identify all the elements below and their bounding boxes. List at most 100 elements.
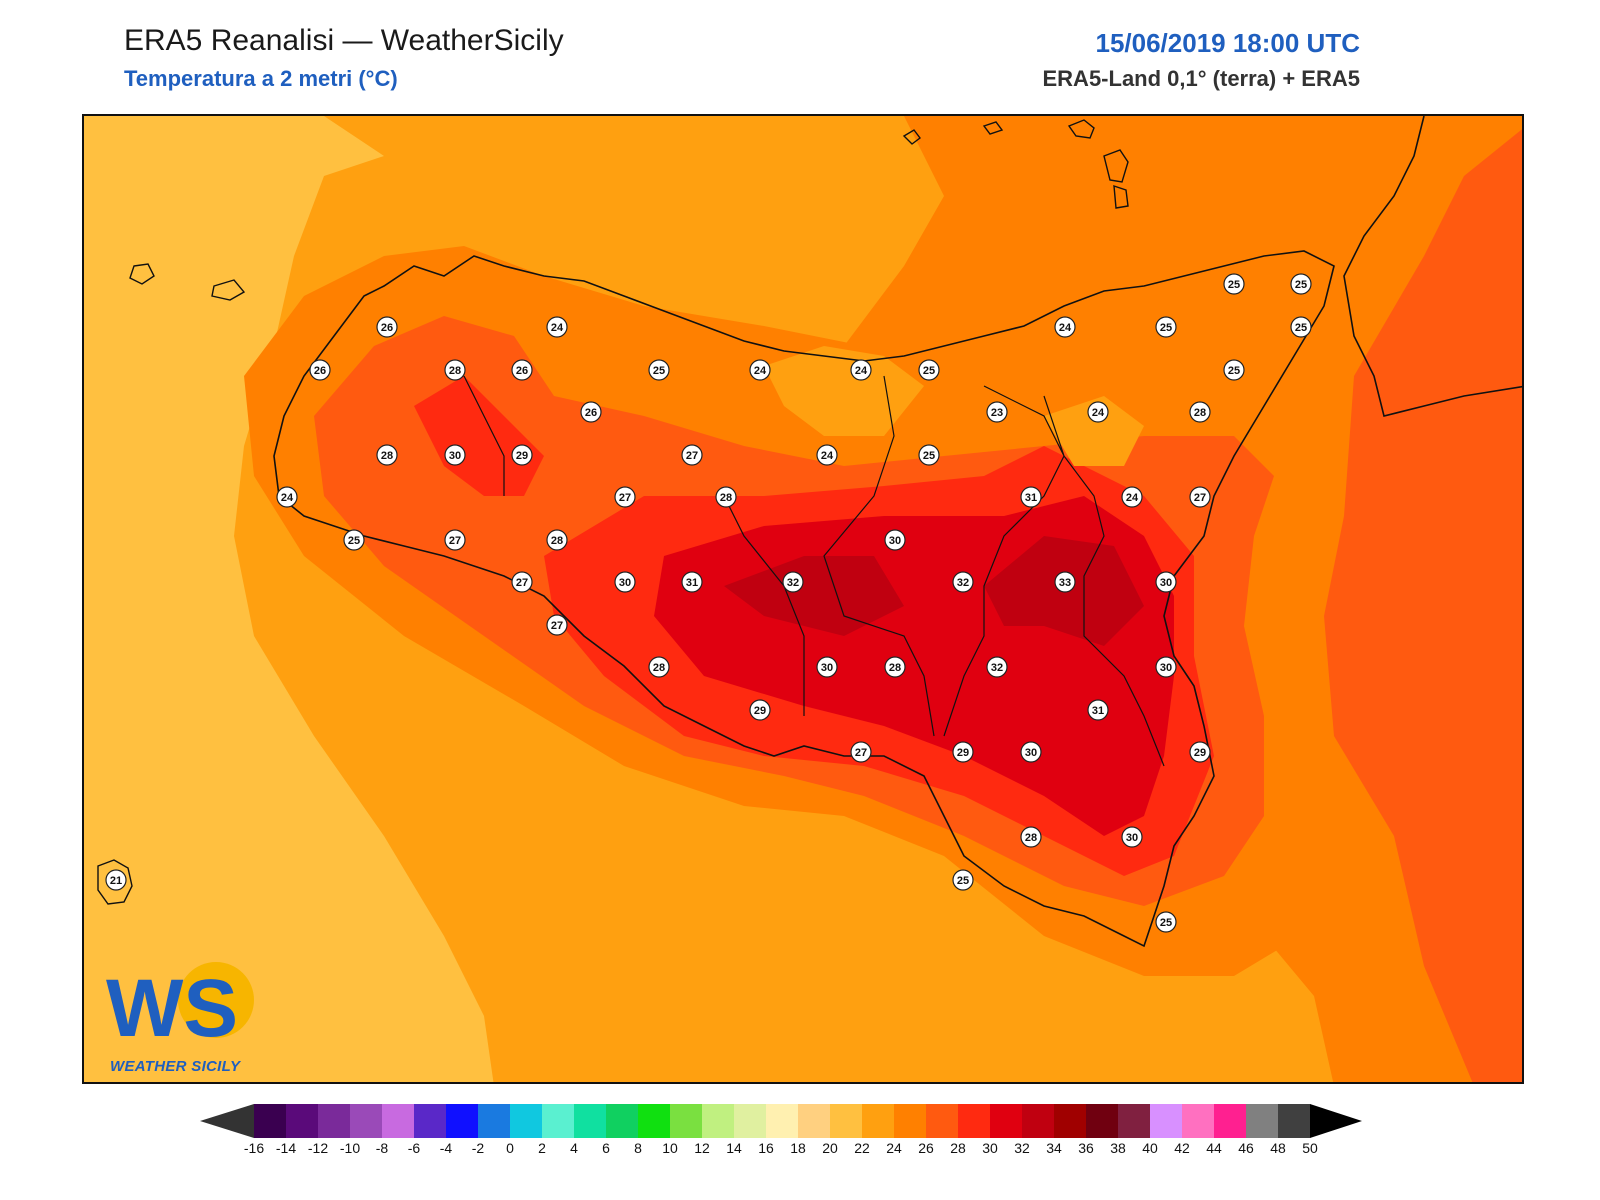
colorbar-segment — [254, 1104, 287, 1138]
station-marker — [1087, 401, 1109, 423]
station-value: 27 — [855, 747, 867, 759]
colorbar-segment — [766, 1104, 799, 1138]
station-value: 24 — [855, 365, 868, 377]
colorbar-segment — [478, 1104, 511, 1138]
station-marker — [715, 486, 737, 508]
colorbar-segment — [670, 1104, 703, 1138]
colorbar-tick-label: -6 — [407, 1140, 421, 1156]
station-marker — [511, 571, 533, 593]
colorbar-tick-label: 42 — [1174, 1140, 1190, 1156]
station-marker — [511, 444, 533, 466]
station-value: 27 — [1194, 492, 1206, 504]
calabria-coastline — [1343, 116, 1522, 417]
station-value: 31 — [1025, 492, 1037, 504]
map-subtitle: Temperatura a 2 metri (°C) — [124, 66, 398, 91]
colorbar-tick-label: 44 — [1206, 1140, 1222, 1156]
station-marker — [1054, 316, 1076, 338]
field-22-24-east — [1044, 396, 1144, 466]
station-value: 26 — [314, 365, 326, 377]
colorbar-tick-label: 22 — [854, 1140, 870, 1156]
station-value: 30 — [1160, 662, 1172, 674]
station-marker — [1020, 741, 1042, 763]
colorbar-tick-label: 16 — [758, 1140, 774, 1156]
station-marker — [648, 656, 670, 678]
station-value: 30 — [449, 450, 461, 462]
station-marker — [952, 869, 974, 891]
station-marker — [309, 359, 331, 381]
station-value: 24 — [281, 492, 294, 504]
station-value: 29 — [1194, 747, 1206, 759]
colorbar-tick-label: 40 — [1142, 1140, 1158, 1156]
station-marker — [1121, 486, 1143, 508]
island-filicudi — [982, 121, 1004, 135]
station-marker — [749, 699, 771, 721]
station-value: 28 — [449, 365, 461, 377]
station-marker — [1087, 699, 1109, 721]
island-alicudi — [902, 129, 921, 145]
station-value: 24 — [821, 450, 834, 462]
station-marker — [376, 444, 398, 466]
colorbar-segment — [286, 1104, 319, 1138]
station-marker — [1020, 826, 1042, 848]
station-value: 30 — [619, 577, 631, 589]
station-marker — [546, 614, 568, 636]
station-value: 29 — [754, 705, 766, 717]
station-value: 24 — [754, 365, 767, 377]
colorbar-tick-label: 46 — [1238, 1140, 1254, 1156]
colorbar-tick-label: 20 — [822, 1140, 838, 1156]
station-marker — [952, 741, 974, 763]
station-value: 25 — [1228, 365, 1240, 377]
colorbar-segment — [862, 1104, 895, 1138]
colorbar-segment — [990, 1104, 1023, 1138]
colorbar-segment — [1118, 1104, 1151, 1138]
station-value: 25 — [923, 365, 935, 377]
colorbar-segment — [382, 1104, 415, 1138]
colorbar-segment — [702, 1104, 735, 1138]
colorbar-tick-label: 34 — [1046, 1140, 1062, 1156]
station-value: 26 — [585, 407, 597, 419]
station-value: 30 — [1160, 577, 1172, 589]
station-value: 30 — [1126, 832, 1138, 844]
logo-text: WEATHER SICILY — [110, 1058, 241, 1075]
field-32-34 — [724, 536, 1144, 646]
station-marker — [376, 316, 398, 338]
station-marker — [782, 571, 804, 593]
colorbar-segment — [1054, 1104, 1087, 1138]
station-marker — [1121, 826, 1143, 848]
temperature-map: 26 24 26 28 26 25 24 24 25 26 23 24 28 28 30 29 27 24 25 24… — [82, 114, 1524, 1084]
colorbar-tick-label: 48 — [1270, 1140, 1286, 1156]
colorbar-segment — [414, 1104, 447, 1138]
colorbar-segment — [1022, 1104, 1055, 1138]
station-marker — [614, 486, 636, 508]
colorbar-tick-label: 2 — [538, 1140, 546, 1156]
island-favignana — [211, 279, 246, 301]
colorbar-segment — [926, 1104, 959, 1138]
station-marker — [511, 359, 533, 381]
colorbar-segment — [894, 1104, 927, 1138]
colorbar-segment — [1086, 1104, 1119, 1138]
colorbar — [200, 1104, 1362, 1138]
station-marker — [749, 359, 771, 381]
station-marker — [444, 444, 466, 466]
station-value: 28 — [1194, 407, 1206, 419]
colorbar-tick-label: 50 — [1302, 1140, 1318, 1156]
station-value: 27 — [449, 535, 461, 547]
colorbar-tick-label: 18 — [790, 1140, 806, 1156]
colorbar-segment — [958, 1104, 991, 1138]
station-marker — [816, 656, 838, 678]
colorbar-segment — [1214, 1104, 1247, 1138]
colorbar-tick-label: 26 — [918, 1140, 934, 1156]
colorbar-tick-label: 32 — [1014, 1140, 1030, 1156]
station-value: 25 — [923, 450, 935, 462]
station-marker — [884, 656, 906, 678]
station-value: 32 — [957, 577, 969, 589]
colorbar-segment — [830, 1104, 863, 1138]
colorbar-segment — [606, 1104, 639, 1138]
colorbar-segment — [350, 1104, 383, 1138]
station-marker — [1189, 741, 1211, 763]
station-marker — [546, 529, 568, 551]
colorbar-tick-label: 0 — [506, 1140, 514, 1156]
colorbar-tick-label: -8 — [375, 1140, 389, 1156]
station-marker — [681, 571, 703, 593]
station-marker — [1155, 911, 1177, 933]
